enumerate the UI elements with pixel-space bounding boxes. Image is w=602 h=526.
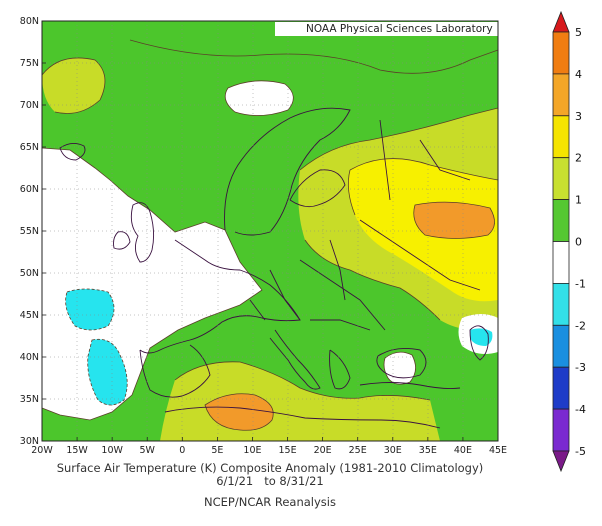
lon-tick-label: 10W (101, 445, 123, 456)
lon-tick-label: 10E (243, 445, 261, 456)
neutral-anomaly-arctic (225, 80, 294, 116)
colorbar-segment (552, 324, 570, 368)
colorbar-label: 0 (575, 236, 582, 249)
colorbar-label: 1 (575, 194, 582, 207)
colorbar-label: 3 (575, 110, 582, 123)
credit-box (280, 22, 498, 36)
colorbar-segment (552, 115, 570, 159)
longitude-axis: 20W 15W 10W 5W 0 5E 10E 15E 20E 25E 30E 35E 40E 45E (31, 437, 507, 456)
colorbar: 5 4 3 2 1 0 -1 -2 -3 -4 -5 (552, 10, 586, 473)
lat-tick-label: 40N (20, 352, 39, 363)
colorbar-top-arrow (552, 10, 570, 33)
lon-tick-label: 40E (454, 445, 472, 456)
credit-text: NOAA Physical Sciences Laboratory (306, 23, 493, 35)
lon-tick-label: 20E (314, 445, 332, 456)
colorbar-label: -5 (575, 445, 586, 458)
lon-tick-label: 45E (489, 445, 507, 456)
colorbar-segment (552, 157, 570, 200)
lon-tick-label: 15W (66, 445, 88, 456)
lat-tick-label: 35N (20, 394, 39, 405)
hot-anomaly-central-russia (413, 202, 495, 239)
lon-tick-label: 0 (179, 445, 185, 456)
lon-tick-label: 20W (31, 445, 53, 456)
colorbar-label: -3 (575, 361, 586, 374)
lon-tick-label: 30E (384, 445, 402, 456)
hot-anomaly-north-africa (205, 393, 274, 431)
latitude-axis: 30N 35N 40N 45N 50N 55N 60N 65N 70N 75N 80N (20, 16, 46, 447)
lon-tick-label: 15E (278, 445, 296, 456)
warm-anomaly-greenland-sea (42, 57, 105, 114)
lon-tick-label: 5W (140, 445, 156, 456)
caption-title: Surface Air Temperature (K) Composite An… (56, 461, 484, 475)
colorbar-label: -4 (575, 403, 586, 416)
colorbar-segment (552, 199, 570, 242)
lon-tick-label: 25E (349, 445, 367, 456)
lat-tick-label: 65N (20, 142, 39, 153)
colorbar-segment (552, 241, 570, 284)
lat-tick-label: 45N (20, 310, 39, 321)
colorbar-label: 2 (575, 152, 582, 165)
colorbar-segment (552, 366, 570, 410)
lat-tick-label: 75N (20, 58, 39, 69)
colorbar-label: -1 (575, 277, 586, 290)
map-panel: NOAA Physical Sciences Laboratory (41, 20, 499, 442)
coastlines (59, 107, 489, 429)
negative-anomaly-iberia-west (65, 289, 114, 330)
lon-tick-label: 5E (211, 445, 223, 456)
lat-tick-label: 60N (20, 184, 39, 195)
colorbar-segment (552, 282, 570, 326)
caption-source: NCEP/NCAR Reanalysis (204, 495, 336, 509)
lat-tick-label: 50N (20, 268, 39, 279)
lat-tick-label: 70N (20, 100, 39, 111)
negative-anomaly-atlantic-south (87, 339, 128, 405)
colorbar-segment (552, 408, 570, 452)
lat-tick-label: 55N (20, 226, 39, 237)
colorbar-segment (552, 31, 570, 75)
colorbar-bottom-arrow (552, 450, 570, 473)
colorbar-segment (552, 73, 570, 117)
lat-tick-label: 80N (20, 16, 39, 27)
graticule (42, 21, 498, 441)
colorbar-label: 4 (575, 68, 582, 81)
lon-tick-label: 35E (419, 445, 437, 456)
caption-dates: 6/1/21 to 8/31/21 (216, 474, 324, 488)
lat-tick-label: 30N (20, 436, 39, 447)
colorbar-label: -2 (575, 319, 586, 332)
contour-lines (41, 39, 499, 431)
colorbar-label: 5 (575, 26, 582, 39)
